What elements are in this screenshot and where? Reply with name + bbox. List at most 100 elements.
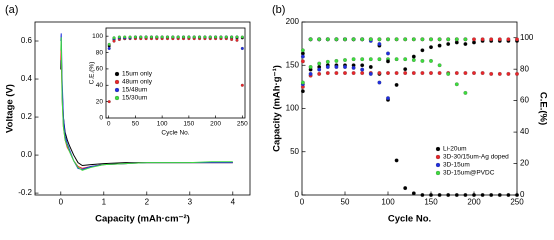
data-point <box>165 35 169 39</box>
data-point <box>240 35 244 39</box>
data-point <box>446 37 451 42</box>
legend-label: 3D-15um <box>443 162 470 169</box>
plot-frame <box>301 21 518 196</box>
data-point <box>386 51 390 56</box>
x-tick-label: 50 <box>132 121 140 128</box>
data-point <box>214 35 218 39</box>
x-tick-label: 0 <box>107 121 111 128</box>
legend-marker <box>114 79 120 85</box>
legend-label: 15/48um <box>122 87 147 94</box>
data-point <box>403 57 408 62</box>
data-point <box>325 65 330 69</box>
data-point <box>117 35 121 39</box>
figure: (a) 0 1 2 3 4 -0.2 0.0 0.2 0.4 0.6 Capacity (mAh·cm… <box>5 4 549 225</box>
data-point <box>377 80 382 85</box>
data-point <box>133 35 137 39</box>
data-point <box>198 35 202 39</box>
data-point <box>351 71 356 75</box>
data-point <box>144 35 148 39</box>
data-point <box>497 37 502 42</box>
data-point <box>411 71 416 75</box>
data-point <box>317 37 322 42</box>
data-point <box>160 35 164 39</box>
data-point <box>506 193 511 197</box>
data-point <box>343 65 347 69</box>
data-point <box>128 35 132 39</box>
data-point <box>351 57 356 62</box>
panel-label: (a) <box>5 4 18 16</box>
data-point <box>429 59 433 63</box>
legend-marker <box>435 162 441 168</box>
data-point <box>334 65 339 69</box>
data-point <box>437 71 442 75</box>
data-point <box>308 37 313 42</box>
y-tick-label: 150 <box>286 60 300 69</box>
data-point <box>429 71 433 75</box>
data-line <box>60 37 233 171</box>
data-point <box>446 42 451 46</box>
data-point <box>411 58 416 62</box>
data-point <box>386 71 390 75</box>
data-point <box>300 80 305 85</box>
data-point <box>429 193 433 197</box>
data-point <box>463 42 468 46</box>
data-point <box>317 67 322 72</box>
data-point <box>230 35 234 39</box>
data-point <box>489 193 494 197</box>
data-point <box>446 193 451 197</box>
data-point <box>334 71 339 75</box>
y-tick-label: 0.6 <box>21 36 33 45</box>
y-tick-label: 0.2 <box>21 112 33 121</box>
data-point <box>429 45 433 50</box>
y-axis-label: Capacity (mAh·g⁻¹) <box>272 65 283 152</box>
data-point <box>515 37 519 42</box>
x-tick-label: 250 <box>237 121 248 128</box>
data-point <box>224 35 228 39</box>
data-point <box>343 58 347 62</box>
y-tick-label: 0.4 <box>21 74 33 83</box>
data-point <box>480 37 485 42</box>
data-point <box>420 59 425 63</box>
data-point <box>454 82 459 87</box>
legend-marker <box>435 170 441 176</box>
legend-marker <box>114 87 120 93</box>
data-point <box>420 71 425 75</box>
y-tick-label: 0 <box>295 190 300 199</box>
data-point <box>317 71 322 76</box>
legend-label: 15um only <box>122 71 153 78</box>
y2-tick-label: 100 <box>520 33 534 42</box>
data-point <box>334 59 339 63</box>
x-tick-label: 200 <box>210 121 221 128</box>
data-point <box>300 89 305 94</box>
data-point <box>403 67 408 72</box>
data-point <box>192 35 196 39</box>
data-point <box>317 61 322 66</box>
data-point <box>182 35 186 39</box>
data-point <box>343 37 347 42</box>
data-point <box>325 37 330 42</box>
y2-tick-label: 80 <box>520 64 529 73</box>
x-tick-label: 100 <box>157 121 168 128</box>
y-tick-label: 0 <box>99 115 103 122</box>
x-axis-label: Capacity (mAh·cm⁻²) <box>95 214 190 225</box>
data-point <box>394 83 399 87</box>
data-point <box>480 71 485 75</box>
data-point <box>308 71 313 76</box>
data-point <box>463 37 468 42</box>
x-tick-label: 100 <box>381 197 395 206</box>
data-point <box>187 35 191 39</box>
x-tick-label: 250 <box>510 197 524 206</box>
x-tick-label: 3 <box>188 197 193 206</box>
data-point <box>360 67 365 72</box>
data-point <box>420 193 425 197</box>
data-point <box>454 71 459 75</box>
x-tick-label: 50 <box>341 197 350 206</box>
data-point <box>377 37 382 42</box>
data-point <box>506 71 511 76</box>
data-point <box>377 71 382 75</box>
data-point <box>386 59 390 64</box>
y-tick-label: 200 <box>286 17 300 26</box>
data-point <box>351 65 356 70</box>
x-tick-label: 150 <box>183 121 194 128</box>
data-point <box>139 35 143 39</box>
